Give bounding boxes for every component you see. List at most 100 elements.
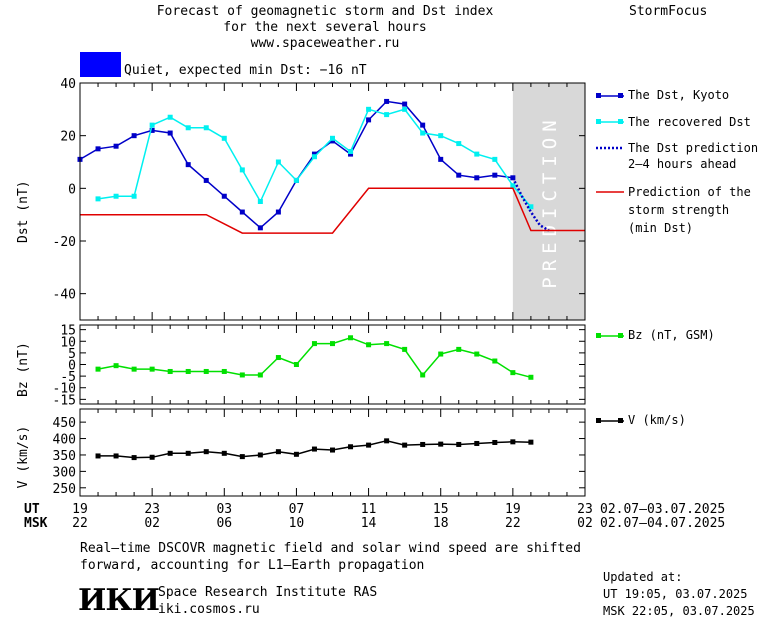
dst-data-point <box>113 143 119 149</box>
dst-data-point <box>221 135 227 141</box>
dst-data-point <box>438 156 444 162</box>
bz-data-point <box>167 368 173 374</box>
v-data-point <box>257 452 263 458</box>
v-data-point <box>510 439 516 445</box>
bz-data-point <box>311 341 317 347</box>
dst-data-point <box>528 204 534 210</box>
dst-data-point <box>239 209 245 215</box>
legend-bz-label: Bz (nT, GSM) <box>628 328 715 342</box>
dst-ytick-label: 20 <box>60 130 76 145</box>
footnote-line-1: Real–time DSCOVR magnetic field and sola… <box>80 541 581 556</box>
dst-data-point <box>275 209 281 215</box>
bz-ytick-label: -15 <box>53 393 76 408</box>
bz-data-point <box>384 341 390 347</box>
dst-data-point <box>330 135 335 141</box>
dst-data-point <box>185 162 191 168</box>
bz-ytick-label: 0 <box>68 359 76 374</box>
updated-ut: UT 19:05, 03.07.2025 <box>603 587 748 601</box>
v-data-point <box>528 439 534 445</box>
dst-data-point <box>330 138 335 144</box>
v-data-point <box>185 450 191 456</box>
v-data-point <box>95 453 101 459</box>
dst-data-point <box>492 172 498 178</box>
dst-series-line-0 <box>79 100 514 229</box>
dst-data-point <box>366 117 372 123</box>
dst-data-point <box>95 196 101 202</box>
bz-data-point <box>348 335 354 341</box>
dst-data-point <box>203 125 209 131</box>
ut-tick-label: 07 <box>288 502 305 517</box>
bz-data-point <box>131 366 137 372</box>
dst-data-point <box>402 106 408 112</box>
storm-status-text: Quiet, expected min Dst: −16 nT <box>124 63 367 78</box>
institute-site: iki.cosmos.ru <box>158 602 260 617</box>
dst-data-point <box>257 199 263 204</box>
dst-data-point <box>131 133 137 139</box>
v-data-point <box>456 441 462 447</box>
dst-panel-frame <box>79 82 586 321</box>
prediction-zone-label: PREDICTION <box>539 114 561 288</box>
v-ytick-label: 450 <box>53 416 76 431</box>
legend-v <box>596 413 626 427</box>
bz-data-point <box>221 368 227 374</box>
ut-tick-label: 19 <box>72 502 88 517</box>
v-data-point <box>366 442 372 448</box>
msk-date-range: 02.07–04.07.2025 <box>600 516 726 531</box>
dst-data-point <box>456 172 462 178</box>
dst-data-point <box>113 193 119 199</box>
dst-data-point <box>185 125 191 131</box>
bz-data-point <box>257 372 263 378</box>
dst-data-point <box>510 183 516 189</box>
bz-axis-label: Bz (nT) <box>16 342 31 397</box>
legend-strength-label-2: storm strength <box>628 203 730 217</box>
dst-ytick-label: 40 <box>60 77 76 92</box>
dst-data-point <box>311 154 317 160</box>
dst-ytick-label: 0 <box>68 182 76 197</box>
legend-prediction-label-2: 2–4 hours ahead <box>628 157 737 171</box>
dst-data-point <box>131 193 137 199</box>
dst-data-point <box>510 175 516 181</box>
msk-tick-label: 18 <box>432 516 449 531</box>
ut-tick-label: 23 <box>577 502 593 517</box>
dst-data-point <box>474 175 480 181</box>
legend-bz <box>596 328 626 342</box>
ut-date-range: 02.07–03.07.2025 <box>600 502 726 517</box>
institute-name: Space Research Institute RAS <box>158 585 378 600</box>
dst-data-point <box>149 127 155 133</box>
bz-data-point <box>492 358 498 364</box>
storm-forecast-chart: PREDICTION 40200-20-40151050-5-10-154504… <box>53 77 586 497</box>
bz-data-point <box>149 366 155 372</box>
msk-axis-label: MSK <box>24 516 48 531</box>
v-ytick-label: 300 <box>53 465 76 480</box>
msk-tick-label: 14 <box>360 516 377 531</box>
dst-data-point <box>311 151 317 157</box>
legend-strength-label-3: (min Dst) <box>628 221 694 235</box>
v-data-point <box>203 449 209 455</box>
dst-data-point <box>474 151 480 157</box>
chart-title-url: www.spaceweather.ru <box>250 36 400 51</box>
dst-data-point <box>95 146 101 152</box>
dst-data-point <box>167 114 173 120</box>
ut-tick-label: 03 <box>216 502 233 517</box>
bz-data-point <box>366 342 372 348</box>
legend-strength <box>596 184 626 198</box>
v-data-point <box>492 439 498 445</box>
dst-data-point <box>275 159 281 165</box>
bz-ytick-label: -5 <box>60 370 76 385</box>
dst-series-line-3 <box>80 187 585 234</box>
v-ytick-label: 250 <box>53 482 76 497</box>
v-data-point <box>149 454 155 460</box>
bz-data-point <box>402 346 408 352</box>
dst-data-point <box>221 193 227 199</box>
v-data-point <box>348 444 354 450</box>
bz-data-point <box>330 341 335 347</box>
dst-axis-label: Dst (nT) <box>16 180 31 243</box>
ut-tick-label: 23 <box>144 502 160 517</box>
bz-data-point <box>185 368 191 374</box>
bz-data-point <box>420 372 426 378</box>
msk-tick-label: 02 <box>144 516 160 531</box>
msk-tick-label: 10 <box>288 516 305 531</box>
dst-data-point <box>348 148 354 154</box>
bz-data-point <box>239 372 245 378</box>
dst-data-point <box>366 106 372 112</box>
